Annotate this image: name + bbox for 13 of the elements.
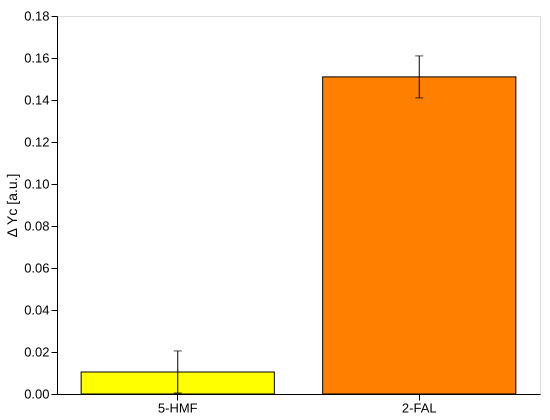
y-tick-label: 0.14 <box>24 92 50 108</box>
x-tick-label: 2-FAL <box>402 400 437 416</box>
y-tick-label: 0.08 <box>24 218 50 234</box>
y-tick-label: 0.12 <box>24 134 50 150</box>
y-tick-label: 0.00 <box>24 386 50 402</box>
y-tick-label: 0.18 <box>24 8 50 24</box>
y-tick-label: 0.06 <box>24 260 50 276</box>
y-tick-label: 0.04 <box>24 302 50 318</box>
y-tick-label: 0.16 <box>24 50 50 66</box>
x-tick-label: 5-HMF <box>158 400 198 416</box>
y-tick-label: 0.10 <box>24 176 50 192</box>
y-tick-label: 0.02 <box>24 344 50 360</box>
y-axis-title: Δ Yc [a.u.] <box>4 174 20 238</box>
